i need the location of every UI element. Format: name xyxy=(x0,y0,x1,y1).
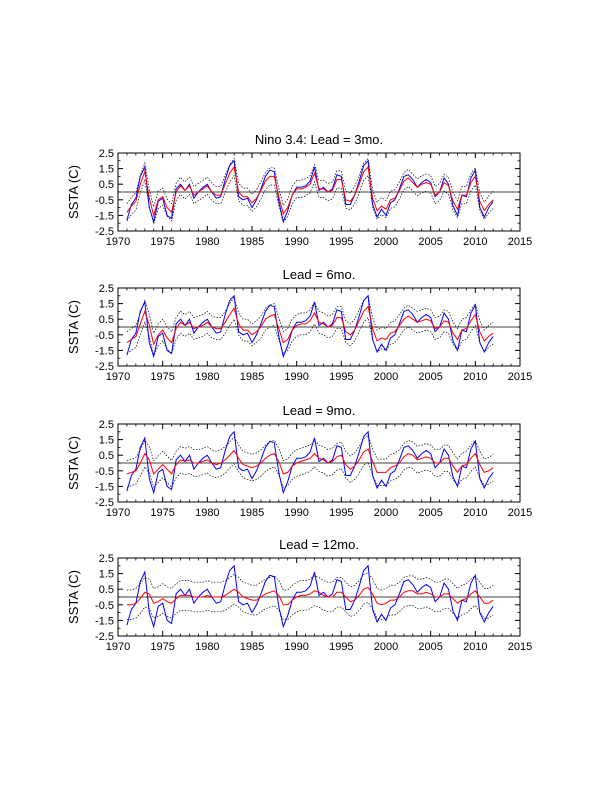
spread-lower-line xyxy=(126,316,494,357)
x-tick-label: 2005 xyxy=(418,371,442,383)
x-tick-label: 1980 xyxy=(195,371,219,383)
x-tick-label: 1975 xyxy=(150,371,174,383)
spread-upper-line xyxy=(126,295,494,335)
chart-title: Lead = 6mo. xyxy=(283,267,356,282)
x-tick-label: 2015 xyxy=(508,371,532,383)
y-tick-label: 0.5 xyxy=(99,179,114,191)
observed-series-line xyxy=(126,430,494,495)
chart-title: Nino 3.4: Lead = 3mo. xyxy=(255,132,383,147)
x-tick-label: 2015 xyxy=(508,507,532,519)
y-tick-label: 2.5 xyxy=(99,283,114,295)
x-tick-label: 2005 xyxy=(418,507,442,519)
y-axis-label: SSTA (C) xyxy=(66,436,81,490)
forecast-series-line xyxy=(126,587,494,606)
x-tick-label: 1970 xyxy=(106,507,130,519)
y-tick-label: 1.5 xyxy=(99,435,114,447)
observed-series-line xyxy=(126,159,494,224)
y-tick-label: 0.5 xyxy=(99,584,114,596)
y-tick-label: -1.5 xyxy=(95,210,114,222)
y-tick-label: -2.5 xyxy=(95,226,114,238)
y-tick-label: 0.5 xyxy=(99,314,114,326)
y-tick-label: -2.5 xyxy=(95,361,114,373)
chart-panel-2: Lead = 6mo. SSTA (C) 1970 1975 1980 1985 1990 1… xyxy=(66,267,532,383)
y-tick-label: 2.5 xyxy=(99,419,114,431)
y-tick-label: 0.5 xyxy=(99,450,114,462)
x-tick-label: 1975 xyxy=(150,641,174,653)
forecast-series-line xyxy=(126,165,494,218)
y-tick-label: -0.5 xyxy=(95,195,114,207)
y-tick-label: -1.5 xyxy=(95,345,114,357)
y-tick-label: -2.5 xyxy=(95,631,114,643)
x-tick-label: 2010 xyxy=(463,236,487,248)
x-tick-label: 1985 xyxy=(240,507,264,519)
x-tick-label: 1970 xyxy=(106,641,130,653)
plot-area xyxy=(118,294,520,359)
spread-upper-line xyxy=(126,157,494,209)
x-tick-label: 1970 xyxy=(106,371,130,383)
chart-panel-3: Lead = 9mo. SSTA (C) 1970 1975 1980 1985 1990 1… xyxy=(66,403,532,519)
x-tick-label: 2000 xyxy=(374,641,398,653)
plot-area xyxy=(118,157,520,226)
plot-area xyxy=(118,564,520,629)
observed-series-line xyxy=(126,564,494,629)
spread-lower-line xyxy=(126,174,494,226)
x-tick-label: 1975 xyxy=(150,236,174,248)
x-tick-label: 2015 xyxy=(508,236,532,248)
y-axis-label: SSTA (C) xyxy=(66,300,81,354)
y-tick-label: 1.5 xyxy=(99,164,114,176)
y-tick-label: 1.5 xyxy=(99,299,114,311)
x-tick-label: 1995 xyxy=(329,371,353,383)
x-tick-label: 2000 xyxy=(374,507,398,519)
x-tick-label: 1970 xyxy=(106,236,130,248)
y-tick-label: -0.5 xyxy=(95,600,114,612)
y-tick-label: 2.5 xyxy=(99,553,114,565)
spread-upper-line xyxy=(126,572,494,591)
x-tick-label: 2010 xyxy=(463,371,487,383)
y-tick-label: 1.5 xyxy=(99,569,114,581)
forecast-series-line xyxy=(126,305,494,346)
forecast-series-line xyxy=(126,448,494,475)
y-axis-label: SSTA (C) xyxy=(66,570,81,624)
spread-lower-line xyxy=(126,602,494,620)
x-tick-label: 2005 xyxy=(418,641,442,653)
x-tick-label: 1980 xyxy=(195,641,219,653)
x-tick-label: 2000 xyxy=(374,236,398,248)
x-tick-label: 1995 xyxy=(329,236,353,248)
observed-series-line xyxy=(126,294,494,359)
chart-panel-1: Nino 3.4: Lead = 3mo. SSTA (C) 1970 1975 198… xyxy=(66,132,532,248)
x-tick-label: 1995 xyxy=(329,507,353,519)
x-tick-label: 1975 xyxy=(150,507,174,519)
x-tick-label: 1995 xyxy=(329,641,353,653)
x-tick-label: 1990 xyxy=(284,507,308,519)
x-tick-label: 1985 xyxy=(240,236,264,248)
spread-lower-line xyxy=(126,461,494,488)
y-tick-label: 2.5 xyxy=(99,148,114,160)
plot-area xyxy=(118,430,520,495)
x-tick-label: 2010 xyxy=(463,507,487,519)
x-tick-label: 1990 xyxy=(284,236,308,248)
chart-title: Lead = 12mo. xyxy=(279,537,359,552)
x-tick-label: 1985 xyxy=(240,371,264,383)
x-tick-label: 2010 xyxy=(463,641,487,653)
x-tick-label: 1990 xyxy=(284,371,308,383)
y-tick-label: -1.5 xyxy=(95,615,114,627)
x-tick-label: 2005 xyxy=(418,236,442,248)
x-tick-label: 1980 xyxy=(195,507,219,519)
chart-panel-4: Lead = 12mo. SSTA (C) 1970 1975 1980 1985 1990… xyxy=(66,537,532,653)
y-tick-label: -2.5 xyxy=(95,497,114,509)
x-tick-label: 2000 xyxy=(374,371,398,383)
chart-title: Lead = 9mo. xyxy=(283,403,356,418)
x-tick-label: 1980 xyxy=(195,236,219,248)
y-tick-label: -0.5 xyxy=(95,466,114,478)
x-tick-label: 1990 xyxy=(284,641,308,653)
y-tick-label: -1.5 xyxy=(95,481,114,493)
y-tick-label: -0.5 xyxy=(95,330,114,342)
x-tick-label: 2015 xyxy=(508,641,532,653)
y-axis-label: SSTA (C) xyxy=(66,165,81,219)
x-tick-label: 1985 xyxy=(240,641,264,653)
spread-upper-line xyxy=(126,435,494,462)
